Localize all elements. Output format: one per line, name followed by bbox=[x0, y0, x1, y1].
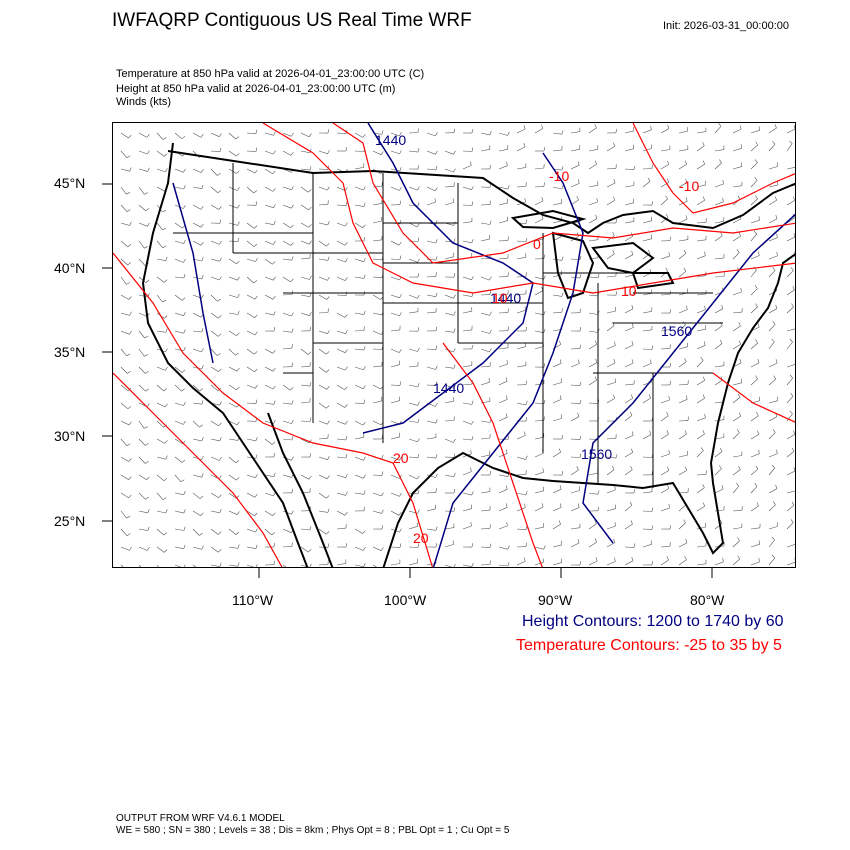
lon-label: 100°W bbox=[384, 592, 427, 608]
contour-labels: 1440 1440 1440 1560 1560 -10 -10 0 10 10… bbox=[375, 132, 699, 546]
map-svg: 1440 1440 1440 1560 1560 -10 -10 0 10 10… bbox=[113, 123, 795, 567]
temperature-label: 20 bbox=[393, 450, 409, 466]
height-label: 1560 bbox=[581, 446, 612, 462]
map-panel: 1440 1440 1440 1560 1560 -10 -10 0 10 10… bbox=[112, 122, 796, 568]
state-lines bbox=[173, 163, 723, 488]
temperature-label: 10 bbox=[492, 290, 508, 306]
height-label: 1440 bbox=[375, 132, 406, 148]
lat-label: 30°N bbox=[54, 428, 86, 444]
height-label: 1560 bbox=[661, 323, 692, 339]
height-label: 1440 bbox=[490, 290, 521, 306]
lat-label: 35°N bbox=[54, 344, 86, 360]
coastline-layer bbox=[141, 142, 795, 567]
west-coast bbox=[141, 142, 309, 567]
temperature-contours bbox=[113, 123, 795, 567]
great-lakes bbox=[510, 209, 675, 300]
canada-border bbox=[167, 150, 795, 235]
subtitle-temperature: Temperature at 850 hPa valid at 2026-04-… bbox=[116, 68, 425, 80]
temperature-label: 10 bbox=[621, 283, 637, 299]
subtitle-winds: Winds (kts) bbox=[116, 96, 171, 108]
init-time-label: Init: 2026-03-31_00:00:00 bbox=[663, 20, 789, 32]
subtitle-height: Height at 850 hPa valid at 2026-04-01_23… bbox=[116, 83, 396, 95]
gulf-coast bbox=[382, 451, 725, 567]
footer-config: WE = 580 ; SN = 380 ; Levels = 38 ; Dis … bbox=[116, 825, 510, 836]
temperature-label: 0 bbox=[533, 236, 541, 252]
lat-label: 25°N bbox=[54, 513, 86, 529]
lon-label: 80°W bbox=[690, 592, 725, 608]
main-title: IWFAQRP Contiguous US Real Time WRF bbox=[112, 10, 472, 31]
temperature-label: -10 bbox=[679, 178, 699, 194]
temperature-label: 20 bbox=[413, 530, 429, 546]
height-contour-legend: Height Contours: 1200 to 1740 by 60 bbox=[522, 613, 784, 630]
lon-label: 110°W bbox=[232, 592, 274, 608]
temperature-label: -10 bbox=[549, 168, 569, 184]
lat-label: 40°N bbox=[54, 260, 86, 276]
lat-label: 45°N bbox=[54, 175, 86, 191]
east-coast bbox=[710, 253, 795, 464]
height-label: 1440 bbox=[433, 380, 464, 396]
baja-coast bbox=[267, 412, 334, 567]
footer-model: OUTPUT FROM WRF V4.6.1 MODEL bbox=[116, 813, 285, 824]
temperature-contour-legend: Temperature Contours: -25 to 35 by 5 bbox=[516, 637, 782, 654]
lon-label: 90°W bbox=[538, 592, 573, 608]
